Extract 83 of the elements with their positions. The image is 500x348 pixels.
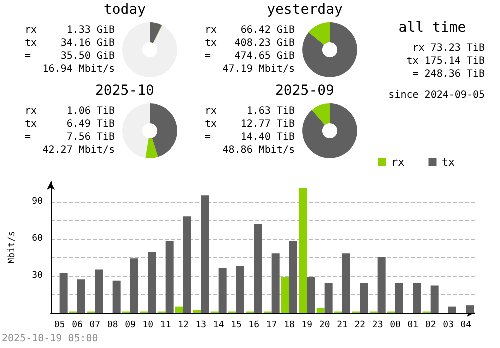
x-tick-label: 02 bbox=[425, 320, 436, 330]
x-tick-label: 05 bbox=[54, 320, 66, 330]
text: tx 408.23 GiB bbox=[205, 38, 295, 49]
x-tick-label: 09 bbox=[125, 320, 136, 330]
bar bbox=[282, 277, 290, 313]
text: 47.19 Mbit/s bbox=[222, 63, 295, 76]
y-axis-title: Mbit/s bbox=[8, 231, 18, 264]
text: 48.86 Mbit/s bbox=[222, 144, 295, 157]
x-tick-label: 04 bbox=[460, 320, 472, 330]
x-tick-label: 01 bbox=[408, 320, 419, 330]
bar bbox=[176, 306, 184, 313]
x-tick-label: 03 bbox=[443, 320, 454, 330]
x-tick-label: 12 bbox=[178, 320, 189, 330]
legend-label: tx bbox=[442, 156, 456, 169]
x-tick-label: 00 bbox=[390, 320, 401, 330]
bar bbox=[218, 268, 227, 313]
bar bbox=[299, 188, 308, 313]
x-tick-label: 22 bbox=[354, 320, 366, 330]
x-tick-label: 11 bbox=[160, 320, 172, 330]
text: tx 6.49 TiB bbox=[25, 119, 115, 130]
bar bbox=[130, 258, 138, 313]
x-tick-label: 15 bbox=[231, 320, 242, 330]
bar bbox=[148, 252, 156, 313]
bar bbox=[413, 283, 422, 313]
text: 16.94 Mbit/s bbox=[42, 63, 115, 76]
text: rx 1.06 TiB bbox=[25, 106, 115, 117]
bar bbox=[236, 266, 244, 313]
bar bbox=[78, 280, 86, 313]
chart-title: yesterday bbox=[266, 2, 344, 18]
x-tick-label: 17 bbox=[266, 320, 278, 330]
x-tick-label: 16 bbox=[248, 320, 260, 330]
bar bbox=[60, 273, 68, 313]
text: = 474.65 GiB bbox=[205, 51, 295, 62]
x-tick-label: 20 bbox=[319, 320, 330, 330]
x-tick-label: 21 bbox=[337, 320, 348, 330]
bar bbox=[307, 277, 316, 313]
bar bbox=[95, 270, 104, 313]
text: since 2024-09-05 bbox=[388, 89, 485, 102]
legend-label: rx bbox=[392, 156, 406, 169]
x-tick-label: 18 bbox=[284, 320, 295, 330]
text: all time bbox=[398, 20, 468, 36]
bar bbox=[396, 283, 404, 313]
x-tick-label: 07 bbox=[90, 320, 101, 330]
bar bbox=[201, 196, 210, 313]
text: 42.27 Mbit/s bbox=[42, 144, 115, 157]
text: rx 1.33 GiB bbox=[25, 25, 115, 36]
text: rx 66.42 GiB bbox=[205, 25, 295, 36]
y-tick-label: 30 bbox=[32, 270, 43, 281]
text: = 35.50 GiB bbox=[25, 51, 115, 62]
x-tick-label: 13 bbox=[196, 320, 207, 330]
bar bbox=[316, 308, 325, 313]
y-tick-label: 90 bbox=[32, 196, 43, 207]
bar bbox=[430, 286, 439, 313]
bar bbox=[184, 216, 192, 313]
text: rx 1.63 TiB bbox=[205, 106, 295, 117]
text: = 248.36 TiB bbox=[412, 68, 485, 81]
x-tick-label: 23 bbox=[372, 320, 384, 330]
bar bbox=[112, 280, 121, 313]
x-tick-label: 08 bbox=[107, 320, 118, 330]
text: = 14.40 TiB bbox=[205, 132, 295, 143]
text: tx 175.14 TiB bbox=[406, 55, 485, 68]
bar bbox=[378, 257, 386, 313]
text: rx 73.23 TiB bbox=[412, 42, 485, 55]
x-tick-label: 14 bbox=[213, 320, 224, 330]
chart-title: 2025-09 bbox=[274, 83, 336, 99]
bar bbox=[254, 224, 262, 313]
text: = 7.56 TiB bbox=[25, 132, 115, 143]
text: tx 34.16 GiB bbox=[25, 38, 115, 49]
bar bbox=[166, 241, 174, 313]
x-tick-label: 10 bbox=[142, 320, 154, 330]
y-tick-label: 60 bbox=[32, 234, 43, 244]
bar bbox=[324, 283, 333, 313]
bar bbox=[272, 254, 280, 313]
bar bbox=[448, 306, 456, 313]
chart-title: today bbox=[102, 2, 148, 18]
bar bbox=[290, 241, 298, 313]
bar bbox=[342, 254, 350, 313]
text: tx 12.77 TiB bbox=[205, 119, 295, 130]
text: 2025-10-19 05:00 bbox=[2, 334, 98, 344]
x-tick-label: 19 bbox=[302, 320, 313, 330]
bar bbox=[360, 283, 368, 313]
chart-title: 2025-10 bbox=[94, 83, 156, 99]
x-tick-label: 06 bbox=[72, 320, 83, 330]
